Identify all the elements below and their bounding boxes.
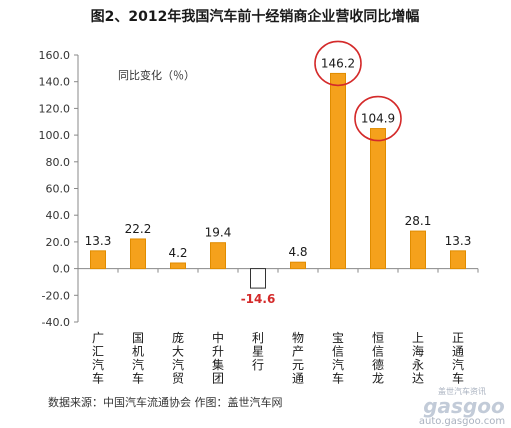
category-label-9: 上海永达 <box>412 331 424 386</box>
y-tick-label: 80.0 <box>46 156 71 169</box>
highlight-circle-7 <box>314 40 362 87</box>
category-labels: 广汇汽车 国机汽车 庞大汽贸 中升集团 利星行 物产元通 宝信汽车 恒信德龙 上海永达 正通汽车 <box>92 330 464 386</box>
y-tick-label: 40.0 <box>46 209 71 222</box>
y-tick-label: 160.0 <box>39 49 71 62</box>
value-label-3: 4.2 <box>168 246 187 260</box>
plot-area: -40.0 -20.0 0.0 20.0 40.0 60.0 80.0 100.0 120.0 1… <box>39 40 479 386</box>
highlight-circle-8 <box>354 95 402 142</box>
y-tick-label: -40.0 <box>42 316 70 329</box>
source-note: 数据来源：中国汽车流通协会 作图：盖世汽车网 <box>48 395 283 409</box>
bar-5 <box>250 268 266 289</box>
bar-6 <box>290 261 306 270</box>
bars <box>90 72 466 289</box>
x-axis-ticks <box>77 268 479 273</box>
bar-1 <box>90 250 106 270</box>
bar-4 <box>210 242 226 270</box>
watermark-brand: gasgoo <box>423 394 505 418</box>
value-label-8: 104.9 <box>361 112 395 126</box>
category-label-1: 广汇汽车 <box>92 331 104 386</box>
value-label-7: 146.2 <box>321 56 355 70</box>
bar-3 <box>170 262 186 270</box>
value-label-1: 13.3 <box>85 234 112 248</box>
value-label-2: 22.2 <box>125 222 152 236</box>
value-label-9: 28.1 <box>405 214 432 228</box>
bar-10 <box>450 250 466 270</box>
y-tick-label: 60.0 <box>46 183 71 196</box>
category-label-7: 宝信汽车 <box>332 331 344 386</box>
highlight-circles <box>314 40 402 142</box>
bar-2 <box>130 238 146 270</box>
gasgoo-watermark-logo: 盖世汽车资讯 gasgoo auto.gasgoo.com <box>419 386 505 427</box>
chart-title: 图2、2012年我国汽车前十经销商企业营收同比增幅 <box>91 8 420 25</box>
value-label-5: -14.6 <box>241 292 276 306</box>
y-tick-label: 0.0 <box>53 263 71 276</box>
y-tick-label: 140.0 <box>39 76 71 89</box>
category-label-4: 中升集团 <box>212 330 224 386</box>
value-label-10: 13.3 <box>445 234 472 248</box>
bar-7 <box>330 72 346 270</box>
y-tick-label: -20.0 <box>42 289 70 302</box>
bar-8 <box>370 128 386 270</box>
value-labels: 13.3 22.2 4.2 19.4 -14.6 4.8 146.2 104.9 28.1 13.… <box>85 56 472 306</box>
y-axis-ticks: -40.0 -20.0 0.0 20.0 40.0 60.0 80.0 100.0 120.0 1… <box>39 49 78 329</box>
category-label-6: 物产元通 <box>292 331 304 386</box>
value-label-4: 19.4 <box>205 226 232 240</box>
y-tick-label: 100.0 <box>39 129 71 142</box>
unit-label: 同比变化（％） <box>118 68 195 82</box>
watermark-url: auto.gasgoo.com <box>419 416 505 427</box>
category-label-5: 利星行 <box>252 331 264 372</box>
bar-9 <box>410 230 426 270</box>
category-label-8: 恒信德龙 <box>372 331 384 386</box>
y-tick-label: 120.0 <box>39 102 71 115</box>
y-tick-label: 20.0 <box>46 236 71 249</box>
watermark-cn: 盖世汽车资讯 <box>438 386 486 396</box>
category-label-3: 庞大汽贸 <box>172 330 184 386</box>
category-label-2: 国机汽车 <box>132 331 144 386</box>
value-label-6: 4.8 <box>288 245 307 259</box>
category-label-10: 正通汽车 <box>452 331 464 386</box>
